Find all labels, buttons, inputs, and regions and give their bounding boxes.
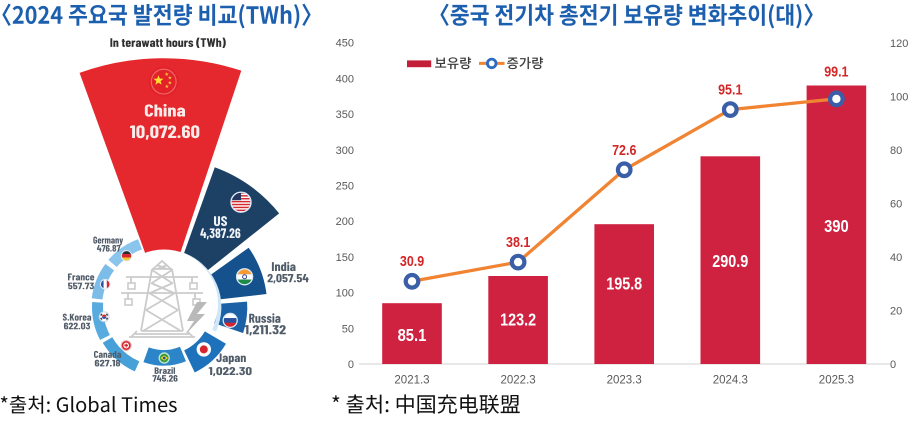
- svg-text:30.9: 30.9: [400, 254, 424, 270]
- svg-text:390: 390: [824, 216, 849, 236]
- svg-text:250: 250: [336, 181, 354, 193]
- svg-text:300: 300: [336, 145, 354, 157]
- svg-text:38.1: 38.1: [506, 235, 530, 251]
- svg-text:60: 60: [890, 199, 902, 211]
- svg-text:200: 200: [336, 216, 354, 228]
- svg-text:120: 120: [890, 38, 908, 50]
- svg-text:195.8: 195.8: [606, 274, 642, 294]
- svg-text:290.9: 290.9: [712, 251, 748, 271]
- svg-text:2021.3: 2021.3: [394, 375, 429, 387]
- svg-text:85.1: 85.1: [398, 325, 427, 345]
- svg-text:20: 20: [890, 306, 902, 318]
- svg-text:40: 40: [890, 252, 902, 264]
- svg-text:150: 150: [336, 252, 354, 264]
- svg-text:95.1: 95.1: [718, 83, 742, 99]
- svg-text:100: 100: [890, 92, 908, 104]
- svg-text:2023.3: 2023.3: [607, 375, 642, 387]
- svg-text:350: 350: [336, 109, 354, 121]
- svg-text:0: 0: [348, 359, 354, 371]
- svg-text:0: 0: [890, 359, 896, 371]
- svg-text:2022.3: 2022.3: [501, 375, 536, 387]
- svg-text:2024.3: 2024.3: [713, 375, 748, 387]
- svg-text:450: 450: [336, 38, 354, 50]
- svg-text:100: 100: [336, 288, 354, 300]
- svg-text:80: 80: [890, 145, 902, 157]
- svg-text:99.1: 99.1: [824, 65, 848, 81]
- svg-text:123.2: 123.2: [500, 309, 536, 329]
- svg-text:400: 400: [336, 73, 354, 85]
- svg-text:50: 50: [342, 323, 354, 335]
- svg-text:2025.3: 2025.3: [819, 375, 854, 387]
- svg-text:72.6: 72.6: [612, 143, 636, 159]
